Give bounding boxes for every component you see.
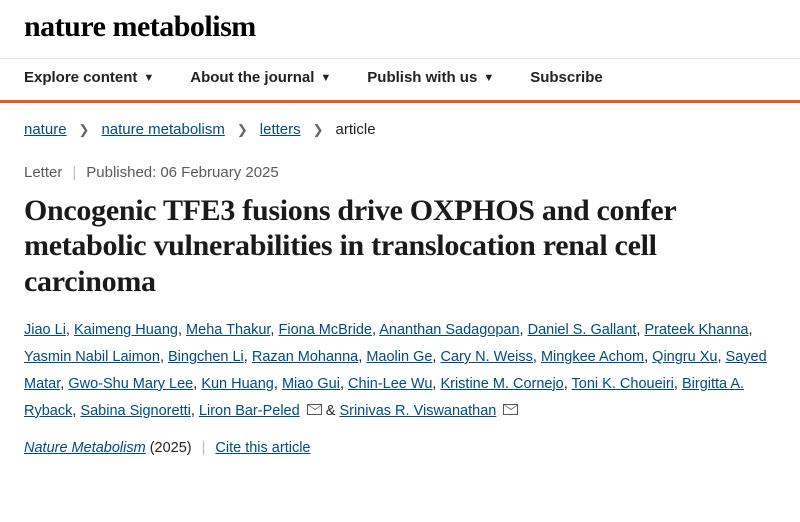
breadcrumb-current: article: [336, 121, 376, 138]
separator: |: [202, 440, 206, 456]
mail-icon[interactable]: [503, 404, 518, 415]
author-link[interactable]: Maolin Ge: [366, 349, 432, 365]
journal-brand[interactable]: nature metabolism: [0, 0, 800, 58]
nav-explore-label: Explore content: [24, 69, 137, 86]
author-link[interactable]: Meha Thakur: [186, 322, 270, 338]
breadcrumb: nature ❯ nature metabolism ❯ letters ❯ a…: [0, 103, 800, 144]
nav-publish[interactable]: Publish with us ▼: [367, 69, 494, 86]
main-nav: Explore content ▼ About the journal ▼ Pu…: [0, 58, 800, 103]
published-label: Published:: [86, 164, 156, 181]
article-title: Oncogenic TFE3 fusions drive OXPHOS and …: [0, 187, 800, 315]
nav-subscribe[interactable]: Subscribe: [530, 69, 603, 86]
journal-year: (2025): [150, 440, 192, 456]
author-link[interactable]: Gwo-Shu Mary Lee: [68, 376, 193, 392]
author-link[interactable]: Bingchen Li: [168, 349, 244, 365]
chevron-down-icon: ▼: [483, 72, 494, 84]
author-link[interactable]: Qingru Xu: [652, 349, 717, 365]
author-link[interactable]: Jiao Li: [24, 322, 66, 338]
author-link[interactable]: Fiona McBride: [278, 322, 371, 338]
published-date: 06 February 2025: [160, 164, 278, 181]
author-link[interactable]: Sabina Signoretti: [80, 403, 190, 419]
breadcrumb-type[interactable]: letters: [260, 121, 301, 138]
article-meta: Letter | Published: 06 February 2025: [0, 144, 800, 187]
chevron-right-icon: ❯: [237, 122, 248, 138]
author-link[interactable]: Yasmin Nabil Laimon: [24, 349, 160, 365]
separator: |: [72, 164, 76, 181]
nav-about-label: About the journal: [190, 69, 314, 86]
mail-icon[interactable]: [307, 404, 322, 415]
author-link[interactable]: Daniel S. Gallant: [528, 322, 637, 338]
author-link[interactable]: Srinivas R. Viswanathan: [339, 403, 496, 419]
breadcrumb-root[interactable]: nature: [24, 121, 67, 138]
author-link[interactable]: Chin-Lee Wu: [348, 376, 432, 392]
chevron-right-icon: ❯: [79, 122, 90, 138]
nav-about[interactable]: About the journal ▼: [190, 69, 331, 86]
author-link[interactable]: Kristine M. Cornejo: [440, 376, 563, 392]
nav-explore[interactable]: Explore content ▼: [24, 69, 154, 86]
journal-citation: Nature Metabolism (2025) | Cite this art…: [0, 434, 800, 474]
chevron-down-icon: ▼: [320, 72, 331, 84]
author-link[interactable]: Cary N. Weiss: [440, 349, 532, 365]
author-link[interactable]: Ananthan Sadagopan: [379, 322, 519, 338]
chevron-down-icon: ▼: [143, 72, 154, 84]
author-link[interactable]: Mingkee Achom: [541, 349, 644, 365]
nav-publish-label: Publish with us: [367, 69, 477, 86]
nav-subscribe-label: Subscribe: [530, 69, 603, 86]
author-link[interactable]: Miao Gui: [282, 376, 340, 392]
author-link[interactable]: Kaimeng Huang: [74, 322, 178, 338]
author-link[interactable]: Razan Mohanna: [252, 349, 358, 365]
breadcrumb-section[interactable]: nature metabolism: [101, 121, 224, 138]
author-link[interactable]: Kun Huang: [201, 376, 274, 392]
author-link[interactable]: Prateek Khanna: [644, 322, 748, 338]
author-link[interactable]: Liron Bar-Peled: [199, 403, 300, 419]
chevron-right-icon: ❯: [313, 122, 324, 138]
journal-name-link[interactable]: Nature Metabolism: [24, 440, 146, 456]
author-list: Jiao Li, Kaimeng Huang, Meha Thakur, Fio…: [0, 315, 800, 434]
cite-article-link[interactable]: Cite this article: [215, 440, 310, 456]
author-link[interactable]: Toni K. Choueiri: [572, 376, 674, 392]
article-category: Letter: [24, 164, 62, 181]
